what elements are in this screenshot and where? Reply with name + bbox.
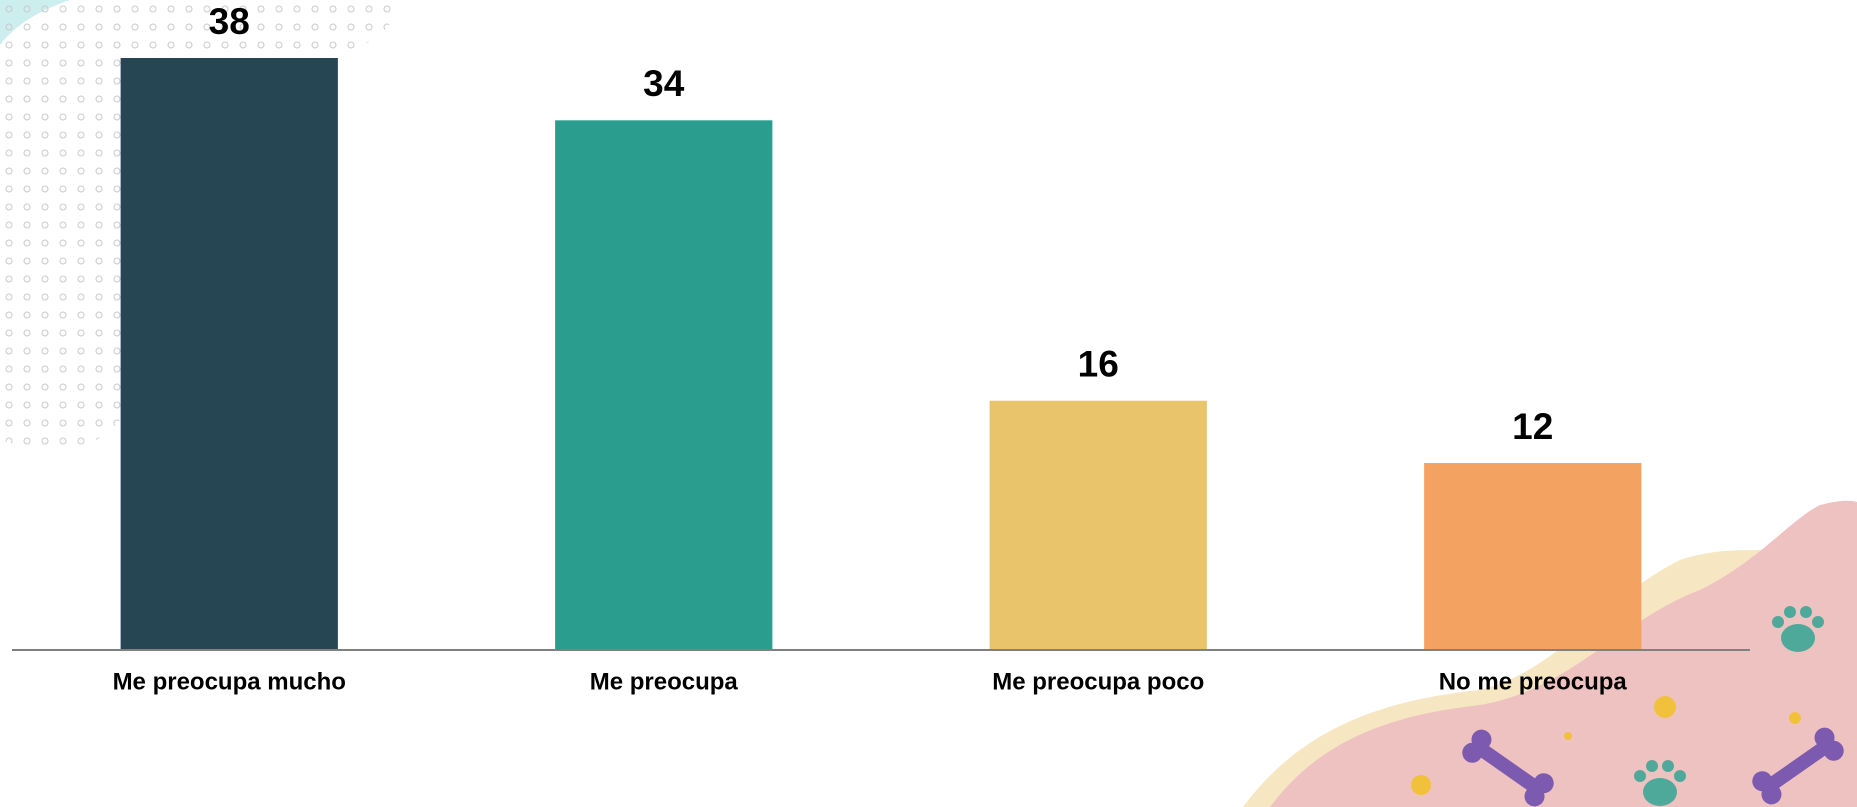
x-tick-label: Me preocupa mucho [113,668,346,695]
bar [1424,463,1642,650]
data-label: 38 [209,1,250,42]
bar [120,58,338,650]
x-tick-label: Me preocupa poco [992,668,1204,695]
x-tick-label: Me preocupa [590,668,739,695]
bar [989,400,1207,650]
data-label: 16 [1078,344,1119,385]
data-label: 34 [643,63,685,104]
decoration-bottom-right [1243,500,1857,807]
plot-area: 38 Me preocupa mucho 34 Me preocupa 16 Me pre… [113,1,1642,695]
x-tick-label: No me preocupa [1439,668,1628,695]
data-label: 12 [1512,406,1553,447]
bar [555,120,773,650]
